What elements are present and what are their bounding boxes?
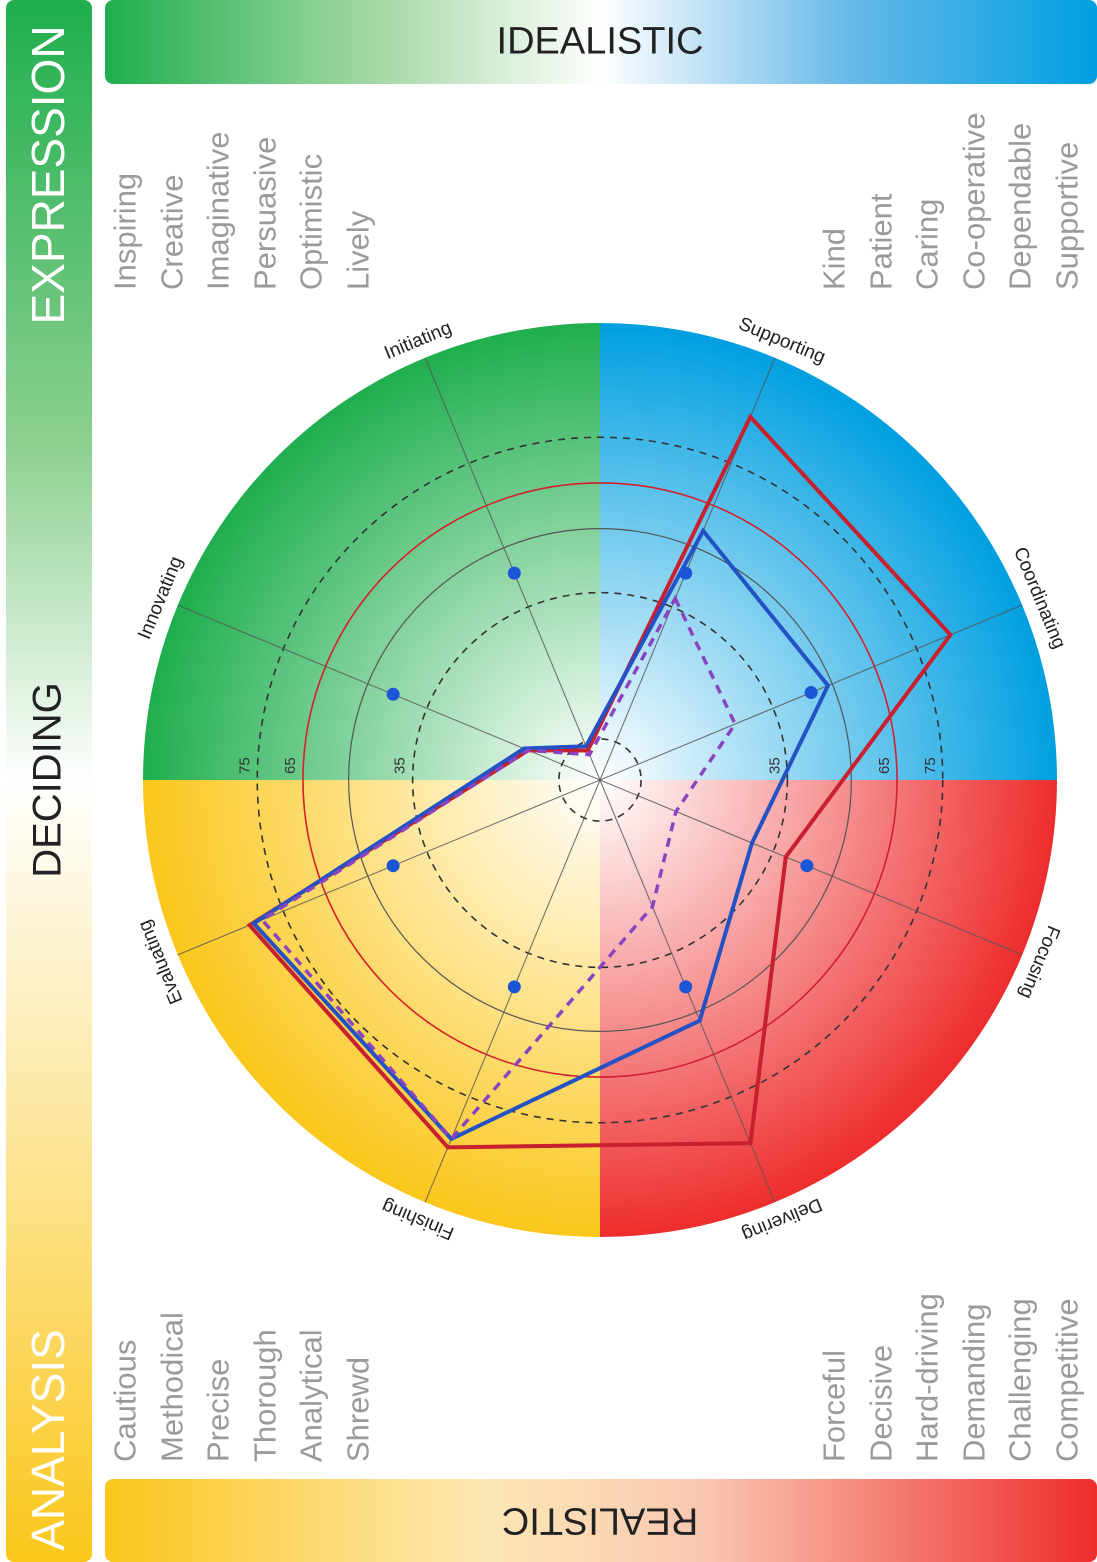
ringlabel-left: 65 (282, 757, 299, 774)
ringlabel-left: 35 (392, 757, 409, 774)
idealistic-label: IDEALISTIC (496, 20, 704, 63)
expression-analysis-bar (6, 0, 92, 1562)
data-point (507, 566, 521, 580)
idealistic-bar (105, 0, 1097, 84)
data-point (679, 980, 693, 994)
data-point (386, 859, 400, 873)
ringlabel-right: 65 (876, 757, 893, 774)
data-point (507, 980, 521, 994)
ring (256, 436, 944, 1124)
data-point (679, 566, 693, 580)
realistic-bar (105, 1479, 1097, 1562)
ringlabel-right: 75 (922, 757, 939, 774)
ring (302, 482, 898, 1078)
ring (411, 591, 789, 969)
ring (558, 738, 642, 822)
ringlabel-right: 35 (766, 757, 783, 774)
data-point (804, 686, 818, 700)
quadrant-green (143, 323, 600, 780)
data-point (386, 687, 400, 701)
series-line-2 (250, 527, 831, 1142)
ringlabel-left: 75 (236, 757, 253, 774)
data-point (800, 859, 814, 873)
ring (348, 528, 852, 1032)
quadrant-red (600, 780, 1057, 1237)
quadrant-blue (600, 323, 1057, 780)
series-line-1 (246, 413, 954, 1150)
